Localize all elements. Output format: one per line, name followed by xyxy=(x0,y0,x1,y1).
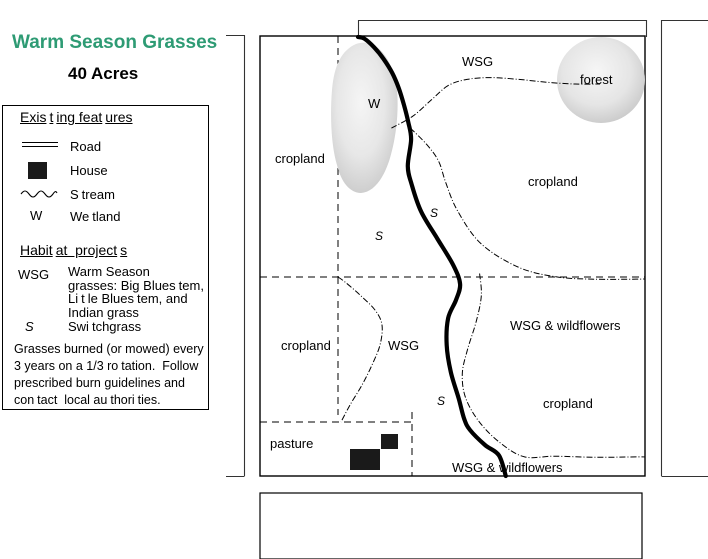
svg-text:S: S xyxy=(430,206,438,220)
svg-text:S: S xyxy=(437,394,445,408)
svg-text:S: S xyxy=(375,229,383,243)
svg-text:cropland: cropland xyxy=(528,174,578,189)
svg-text:W: W xyxy=(368,96,381,111)
svg-text:cropland: cropland xyxy=(543,396,593,411)
svg-text:WSG & wildflowers: WSG & wildflowers xyxy=(510,318,621,333)
svg-text:WSG: WSG xyxy=(462,54,493,69)
svg-text:WSG & wildflowers: WSG & wildflowers xyxy=(452,460,563,475)
svg-text:WSG: WSG xyxy=(388,338,419,353)
svg-text:pasture: pasture xyxy=(270,436,313,451)
svg-text:cropland: cropland xyxy=(281,338,331,353)
svg-text:cropland: cropland xyxy=(275,151,325,166)
svg-text:forest: forest xyxy=(580,72,613,87)
